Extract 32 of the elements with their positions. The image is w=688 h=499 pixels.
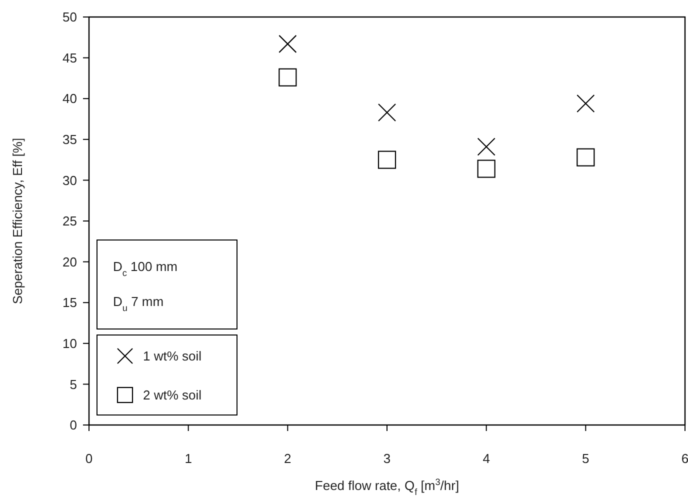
point [477,160,496,178]
point [477,138,496,156]
x-tick-label: 4 [482,451,490,466]
y-axis-title: Seperation Efficiency, Eff [%] [10,138,25,304]
annotation: D$_{u}$ 7 mm [113,294,164,313]
x-tick-label: 3 [383,451,391,466]
y-tick-label: 20 [62,254,77,270]
y-tick-label: 35 [62,132,77,147]
x-tick-label: 5 [582,451,590,466]
point [378,150,396,169]
x-tick-label: 6 [681,451,688,466]
y-tick-label: 15 [62,295,77,310]
legend-label: 2 wt% soil [143,388,202,403]
y-tick-label: 0 [70,418,77,433]
y-tick-label: 25 [62,214,77,229]
annotation: D$_{c}$ 100 mm [113,259,178,278]
x-tick-label: 0 [85,451,93,466]
x-tick-label: 1 [184,451,192,466]
legend-label: 1 wt% soil [143,348,202,364]
x-axis-title: Feed flow rate, Q$_{f}$ [m$^{3}$/hr] [314,477,460,497]
point [378,103,396,122]
x-tick-label: 2 [284,451,292,466]
point [278,34,297,53]
y-tick-label: 50 [62,10,77,25]
y-tick-label: 10 [62,336,77,351]
y-tick-label: 5 [70,376,77,392]
y-tick-label: 30 [62,172,77,188]
y-tick-label: 45 [62,50,77,66]
point [576,94,595,113]
point [278,68,297,86]
point [576,148,595,166]
y-tick-label: 40 [62,91,77,106]
